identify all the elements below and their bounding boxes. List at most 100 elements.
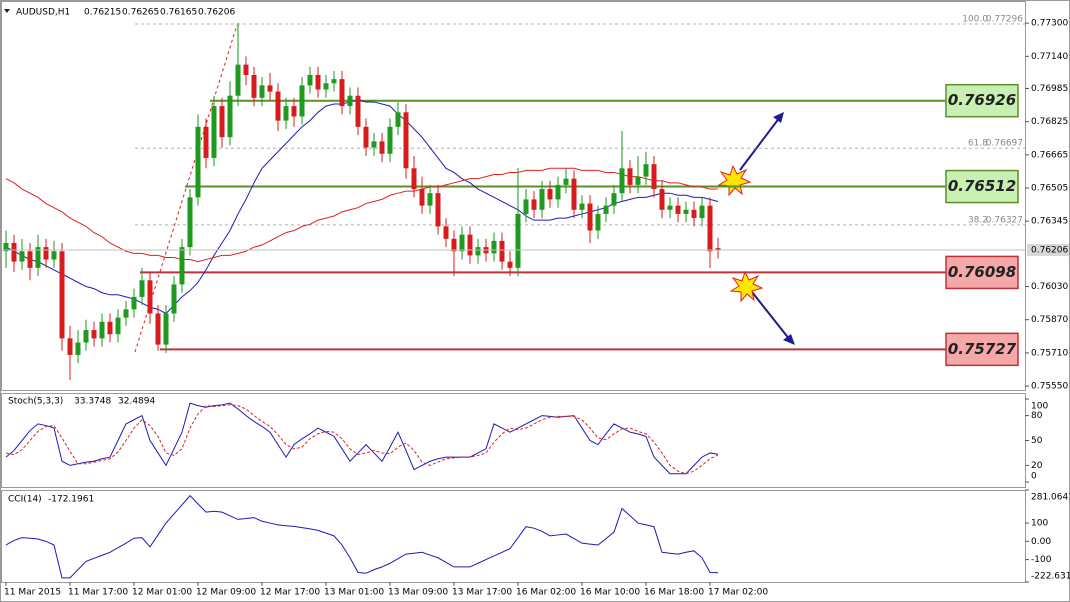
candle-body bbox=[715, 248, 721, 251]
indicator-line bbox=[5, 404, 719, 475]
close-price: 0.76206 bbox=[198, 8, 235, 18]
y-tick-label: 100 bbox=[1031, 519, 1048, 529]
y-tick-label: 281.0641 bbox=[1031, 493, 1070, 503]
candle-body bbox=[451, 238, 457, 252]
candle-body bbox=[315, 74, 321, 90]
candle-body bbox=[643, 164, 649, 177]
candle-body bbox=[331, 79, 337, 84]
level-box bbox=[945, 255, 1019, 290]
indicator-line bbox=[5, 167, 718, 263]
x-tick-label: 16 Mar 02:00 bbox=[516, 588, 576, 598]
candle-body bbox=[491, 240, 497, 254]
fib-price-label: 0.77296 bbox=[986, 14, 1023, 24]
high-price: 0.76265 bbox=[122, 8, 159, 18]
candle-body bbox=[3, 242, 9, 252]
candle-body bbox=[539, 189, 545, 210]
candle-body bbox=[123, 309, 129, 318]
y-tick-label: -222.6312 bbox=[1031, 572, 1070, 582]
candle-body bbox=[499, 240, 505, 262]
candle-body bbox=[307, 74, 313, 86]
candle-body bbox=[267, 85, 273, 92]
candle-body bbox=[571, 178, 577, 210]
candle-body bbox=[355, 95, 361, 127]
candle-body bbox=[627, 168, 633, 185]
candle-body bbox=[67, 338, 73, 355]
x-tick-label: 16 Mar 10:00 bbox=[580, 588, 640, 598]
candle-body bbox=[563, 178, 569, 185]
candle-body bbox=[19, 251, 25, 262]
candle-body bbox=[195, 126, 201, 198]
price-panel bbox=[1, 1, 1026, 391]
candle-body bbox=[547, 189, 553, 200]
y-tick-label: 0.76345 bbox=[1031, 217, 1068, 227]
candle-body bbox=[291, 106, 297, 117]
arrows bbox=[717, 112, 795, 345]
candle-body bbox=[83, 330, 89, 343]
fib-level-label: 61.8 bbox=[968, 139, 988, 149]
y-tick-label: 0.75550 bbox=[1031, 382, 1068, 392]
candle-body bbox=[635, 176, 641, 185]
candle-body bbox=[587, 203, 593, 231]
level-box bbox=[945, 83, 1019, 118]
candle-body bbox=[555, 184, 561, 200]
candle-body bbox=[379, 141, 385, 154]
candle-body bbox=[43, 247, 49, 260]
candle-body bbox=[651, 164, 657, 190]
candle-body bbox=[403, 112, 409, 169]
y-tick-label: 20 bbox=[1031, 461, 1043, 471]
x-tick-label: 12 Mar 17:00 bbox=[260, 588, 320, 598]
candle-body bbox=[619, 168, 625, 194]
candle-body bbox=[99, 321, 105, 339]
stoch-title: Stoch(5,3,3) bbox=[8, 397, 63, 407]
x-tick-label: 11 Mar 2015 bbox=[4, 588, 61, 598]
candle-body bbox=[507, 261, 513, 268]
candle-body bbox=[515, 213, 521, 268]
candle-body bbox=[427, 193, 433, 206]
candle-body bbox=[675, 205, 681, 214]
candle-body bbox=[691, 209, 697, 219]
candle-body bbox=[283, 106, 289, 121]
level-label: 0.76098 bbox=[948, 263, 1016, 281]
arrow-up bbox=[739, 116, 781, 171]
x-tick-label: 16 Mar 18:00 bbox=[644, 588, 704, 598]
candle-body bbox=[411, 168, 417, 190]
candle-body bbox=[11, 242, 17, 262]
fib-level-label: 100.0 bbox=[962, 14, 988, 24]
x-tick-label: 17 Mar 02:00 bbox=[708, 588, 768, 598]
candle-body bbox=[155, 313, 161, 345]
candle-body bbox=[91, 330, 97, 339]
candle-body bbox=[227, 95, 233, 138]
y-tick-label: 0 bbox=[1031, 472, 1037, 482]
cci-value: -172.1961 bbox=[48, 495, 94, 505]
fib-level-label: 38.2 bbox=[968, 215, 988, 225]
menu-triangle[interactable] bbox=[4, 9, 10, 13]
x-tick-label: 13 Mar 17:00 bbox=[452, 588, 512, 598]
candle-body bbox=[323, 83, 329, 90]
level-label: 0.76926 bbox=[948, 91, 1016, 109]
candle-body bbox=[75, 342, 81, 355]
candle-body bbox=[531, 199, 537, 210]
indicator-line bbox=[5, 99, 719, 315]
x-tick-label: 13 Mar 01:00 bbox=[324, 588, 384, 598]
y-tick-label: 0.76985 bbox=[1031, 84, 1068, 94]
candle-body bbox=[35, 247, 41, 268]
candle-body bbox=[371, 141, 377, 148]
x-tick-label: 12 Mar 09:00 bbox=[196, 588, 256, 598]
candle-body bbox=[27, 251, 33, 268]
y-tick-label: 0.77140 bbox=[1031, 52, 1068, 62]
candle-body bbox=[163, 313, 169, 345]
y-tick-label: 0.77300 bbox=[1031, 19, 1068, 29]
candle-body bbox=[611, 193, 617, 206]
y-tick-label: 100 bbox=[1031, 402, 1048, 412]
indicator-line bbox=[5, 402, 719, 475]
candle-body bbox=[419, 189, 425, 206]
x-tick-label: 12 Mar 01:00 bbox=[132, 588, 192, 598]
candle-body bbox=[203, 126, 209, 158]
candle-body bbox=[579, 203, 585, 210]
y-tick-label: -100 bbox=[1031, 555, 1052, 565]
symbol-title: AUDUSD,H1 bbox=[16, 8, 70, 18]
y-tick-label: 0.76505 bbox=[1031, 184, 1068, 194]
candle-body bbox=[523, 199, 529, 214]
